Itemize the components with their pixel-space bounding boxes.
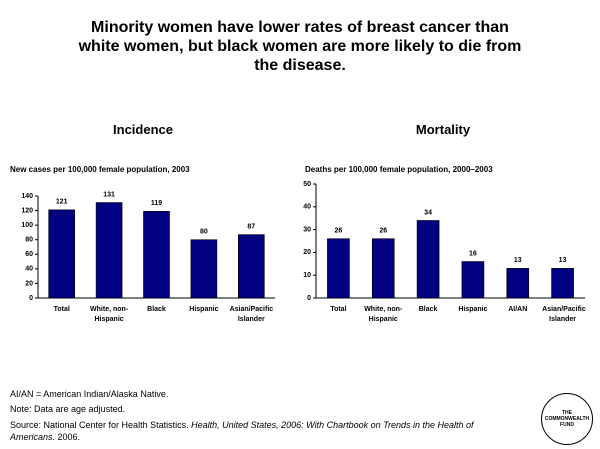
y-tick-label: 20: [25, 280, 33, 287]
y-tick-label: 30: [303, 226, 311, 233]
x-tick-label: Total: [53, 306, 70, 313]
x-tick-label: Asian/Pacific Islander: [229, 306, 274, 323]
y-tick-label: 120: [21, 207, 33, 214]
source-text: 2006.: [55, 432, 81, 442]
chart-subtitle: New cases per 100,000 female population,…: [10, 165, 190, 174]
chart-title: Incidence: [113, 122, 173, 137]
logo: THE COMMONWEALTH FUND: [541, 393, 593, 445]
bar: [371, 238, 395, 299]
bar: [506, 268, 530, 299]
x-tick-label: Hispanic: [458, 306, 488, 313]
source-title: Health, United States, 2006: With Chartb…: [10, 420, 474, 442]
x-tick-label: Hispanic: [189, 306, 219, 313]
data-label: 26: [379, 228, 387, 235]
x-tick-label: Asian/Pacific Islander: [542, 306, 586, 323]
slide-title: Minority women have lower rates of breas…: [78, 19, 522, 74]
bar: [327, 238, 350, 299]
data-label: 121: [56, 199, 68, 206]
y-tick-label: 0: [29, 295, 33, 302]
footnote: AI/AN = American Indian/Alaska Native.: [10, 389, 169, 399]
bar: [551, 268, 574, 299]
data-label: 80: [200, 229, 208, 236]
data-label: 131: [103, 191, 115, 198]
data-label: 13: [514, 257, 522, 264]
x-tick-label: Black: [418, 306, 438, 313]
data-label: 16: [469, 250, 477, 257]
bar: [461, 261, 485, 299]
y-tick-label: 40: [25, 266, 33, 273]
x-tick-label: Total: [330, 306, 347, 313]
data-label: 13: [559, 257, 567, 264]
data-label: 34: [424, 209, 432, 216]
y-tick-label: 20: [303, 249, 311, 256]
x-tick-label: White, non-Hispanic: [90, 306, 129, 323]
y-tick-label: 80: [25, 237, 33, 244]
bar: [190, 239, 218, 299]
bar: [238, 234, 265, 299]
bar: [48, 209, 76, 299]
y-tick-label: 40: [303, 204, 311, 211]
y-tick-label: 100: [21, 222, 33, 229]
data-label: 119: [151, 200, 162, 207]
logo-text: COMMONWEALTH: [544, 416, 590, 422]
data-label: 87: [247, 223, 255, 230]
data-label: 26: [335, 228, 343, 235]
y-tick-label: 140: [21, 193, 33, 200]
y-tick-label: 10: [303, 272, 311, 279]
bar: [416, 220, 440, 299]
y-tick-label: 0: [307, 295, 311, 302]
chart-title: Mortality: [415, 122, 471, 137]
logo-text: FUND: [560, 422, 574, 428]
y-tick-label: 60: [25, 251, 33, 258]
x-tick-label: AI/AN: [508, 306, 528, 313]
source-text: Source: National Center for Health Stati…: [10, 420, 192, 430]
x-tick-label: Black: [147, 306, 166, 313]
source: Source: National Center for Health Stati…: [10, 419, 500, 443]
footnote: Note: Data are age adjusted.: [10, 404, 126, 414]
chart-subtitle: Deaths per 100,000 female population, 20…: [305, 165, 493, 174]
bar: [143, 211, 170, 299]
x-tick-label: White, non-Hispanic: [364, 306, 403, 323]
logo-text: THE: [562, 410, 572, 416]
y-tick-label: 50: [303, 181, 311, 188]
bar: [95, 202, 123, 299]
